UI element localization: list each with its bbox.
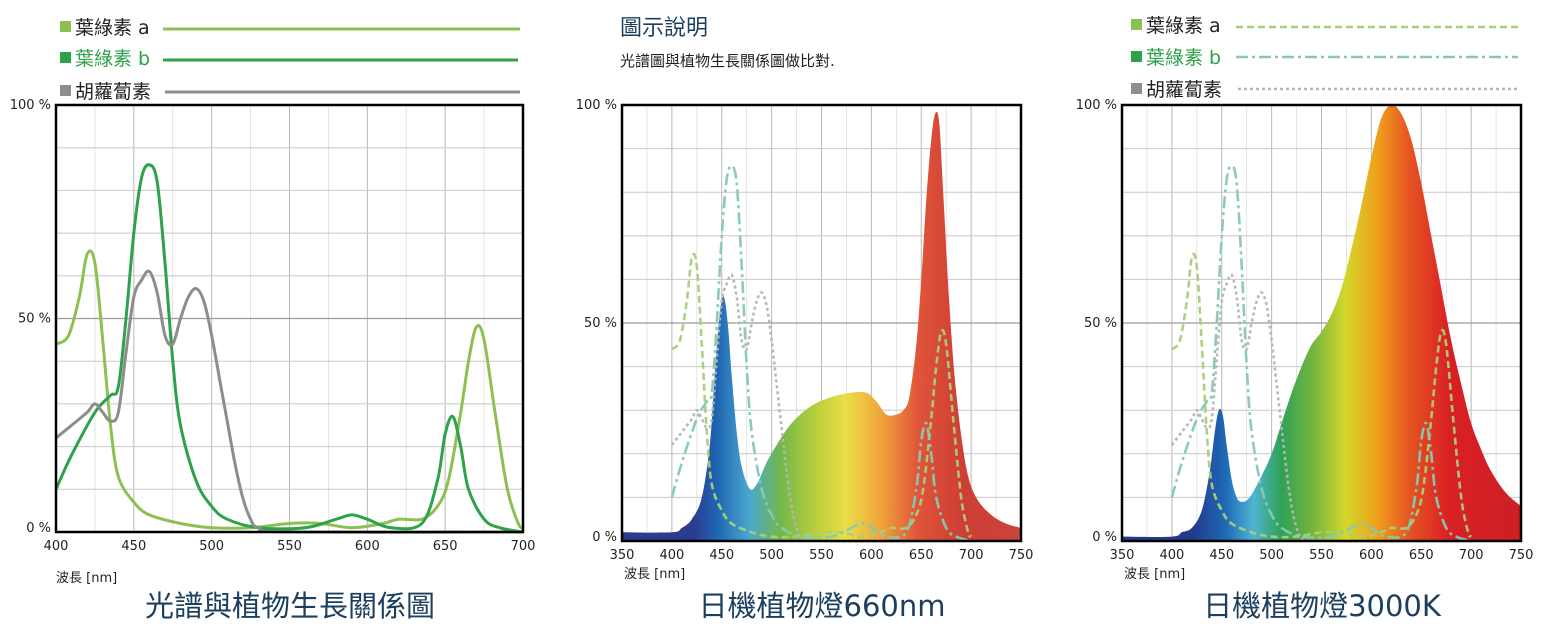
chart2-frame <box>620 103 1023 543</box>
x-tick-label: 550 <box>809 548 834 563</box>
chart2-y-ticks: 0 % 50 % 100 % <box>576 98 617 545</box>
x-tick-label: 350 <box>1110 548 1135 563</box>
lamp-3000k-chart: 350 400 450 500 550 600 650 700 750 0 % 50 % 100 %… <box>1076 15 1534 623</box>
legend-note-text: 光譜圖與植物生長關係圖做比對. <box>620 52 835 70</box>
pigment-absorption-chart: 400 450 500 550 600 650 700 0 % 50 % 100 % 波長 [n… <box>10 17 536 623</box>
x-tick-label: 450 <box>121 539 146 554</box>
y-tick-label: 0 % <box>592 530 617 545</box>
chart1-legend: 葉綠素 a 葉綠素 b 胡蘿蔔素 <box>60 17 520 103</box>
chart1-title: 光譜與植物生長關係圖 <box>145 589 435 623</box>
overlay-chlorophyll-b <box>670 164 972 543</box>
y-tick-label: 100 % <box>576 98 617 113</box>
y-tick-label: 100 % <box>10 98 51 113</box>
legend3-label-chlorophyll-b: 葉綠素 b <box>1146 47 1221 69</box>
x-tick-label: 400 <box>1159 548 1184 563</box>
legend3-label-carotene: 胡蘿蔔素 <box>1146 79 1222 101</box>
legend3-label-chlorophyll-a: 葉綠素 a <box>1146 15 1221 37</box>
legend-item-chlorophyll-a: 葉綠素 a <box>60 17 520 39</box>
x-tick-label: 650 <box>909 548 934 563</box>
x-tick-label: 500 <box>1259 548 1284 563</box>
legend-swatch-carotene <box>60 85 71 96</box>
x-tick-label: 600 <box>859 548 884 563</box>
legend-label-chlorophyll-a: 葉綠素 a <box>75 17 150 39</box>
overlay-chlorophyll-b <box>1170 164 1472 543</box>
x-tick-label: 550 <box>277 539 302 554</box>
x-tick-label: 700 <box>511 539 536 554</box>
chart3-y-ticks: 0 % 50 % 100 % <box>1076 98 1117 545</box>
overlay-carotene <box>670 273 972 543</box>
series-carotene <box>55 269 524 534</box>
lamp-660nm-chart: 圖示說明 光譜圖與植物生長關係圖做比對. 350 400 450 500 550 600 6… <box>576 16 1034 623</box>
chart3-title: 日機植物燈3000K <box>1203 589 1442 623</box>
x-tick-label: 450 <box>1209 548 1234 563</box>
legend-item-carotene: 胡蘿蔔素 <box>60 81 520 103</box>
x-tick-label: 450 <box>709 548 734 563</box>
x-tick-label: 350 <box>610 548 635 563</box>
chart3-x-axis-label: 波長 [nm] <box>1124 567 1185 582</box>
y-tick-label: 0 % <box>1092 530 1117 545</box>
chart2-x-ticks: 350 400 450 500 550 600 650 700 750 <box>610 548 1034 563</box>
x-tick-label: 750 <box>1509 548 1534 563</box>
legend-note-title: 圖示說明 <box>620 16 708 41</box>
legend-swatch-chlorophyll-b <box>60 52 71 63</box>
chart1-series <box>54 163 524 534</box>
x-tick-label: 750 <box>1009 548 1034 563</box>
x-tick-label: 600 <box>1359 548 1384 563</box>
legend3-item-chlorophyll-a: 葉綠素 a <box>1131 15 1518 37</box>
chart2-x-axis-label: 波長 [nm] <box>624 567 685 582</box>
y-tick-label: 100 % <box>1076 98 1117 113</box>
legend3-swatch-chlorophyll-a <box>1131 19 1142 30</box>
chart2-title: 日機植物燈660nm <box>699 589 946 623</box>
chart3-frame <box>1120 103 1523 543</box>
legend-swatch-chlorophyll-a <box>60 21 71 32</box>
x-tick-label: 400 <box>659 548 684 563</box>
chart1-y-ticks: 0 % 50 % 100 % <box>10 98 51 536</box>
series-chlorophyll-b <box>54 163 524 534</box>
chart1-frame <box>54 103 525 534</box>
x-tick-label: 650 <box>433 539 458 554</box>
legend3-swatch-chlorophyll-b <box>1131 51 1142 62</box>
x-tick-label: 700 <box>1459 548 1484 563</box>
x-tick-label: 500 <box>759 548 784 563</box>
y-tick-label: 50 % <box>1084 316 1117 331</box>
x-tick-label: 550 <box>1309 548 1334 563</box>
x-tick-label: 650 <box>1409 548 1434 563</box>
chart3-spectrum-area <box>1122 104 1521 542</box>
legend3-item-carotene: 胡蘿蔔素 <box>1131 79 1518 101</box>
x-tick-label: 400 <box>44 539 69 554</box>
chart3-legend: 葉綠素 a 葉綠素 b 胡蘿蔔素 <box>1131 15 1518 101</box>
chart1-grid <box>56 105 523 532</box>
chart2-pigment-overlays <box>670 164 973 543</box>
overlay-carotene <box>1170 273 1472 543</box>
y-tick-label: 50 % <box>584 316 617 331</box>
legend-label-carotene: 胡蘿蔔素 <box>75 81 151 103</box>
chart3-pigment-overlays <box>1170 164 1473 543</box>
x-tick-label: 700 <box>959 548 984 563</box>
legend-label-chlorophyll-b: 葉綠素 b <box>75 48 150 70</box>
legend3-swatch-carotene <box>1131 83 1142 94</box>
x-tick-label: 600 <box>355 539 380 554</box>
chart1-x-ticks: 400 450 500 550 600 650 700 <box>44 539 536 554</box>
chart1-x-axis-label: 波長 [nm] <box>56 571 117 586</box>
legend3-item-chlorophyll-b: 葉綠素 b <box>1131 47 1518 69</box>
y-tick-label: 50 % <box>18 312 51 327</box>
legend-item-chlorophyll-b: 葉綠素 b <box>60 48 518 70</box>
y-tick-label: 0 % <box>26 521 51 536</box>
chart3-x-ticks: 350 400 450 500 550 600 650 700 750 <box>1110 548 1534 563</box>
x-tick-label: 500 <box>199 539 224 554</box>
